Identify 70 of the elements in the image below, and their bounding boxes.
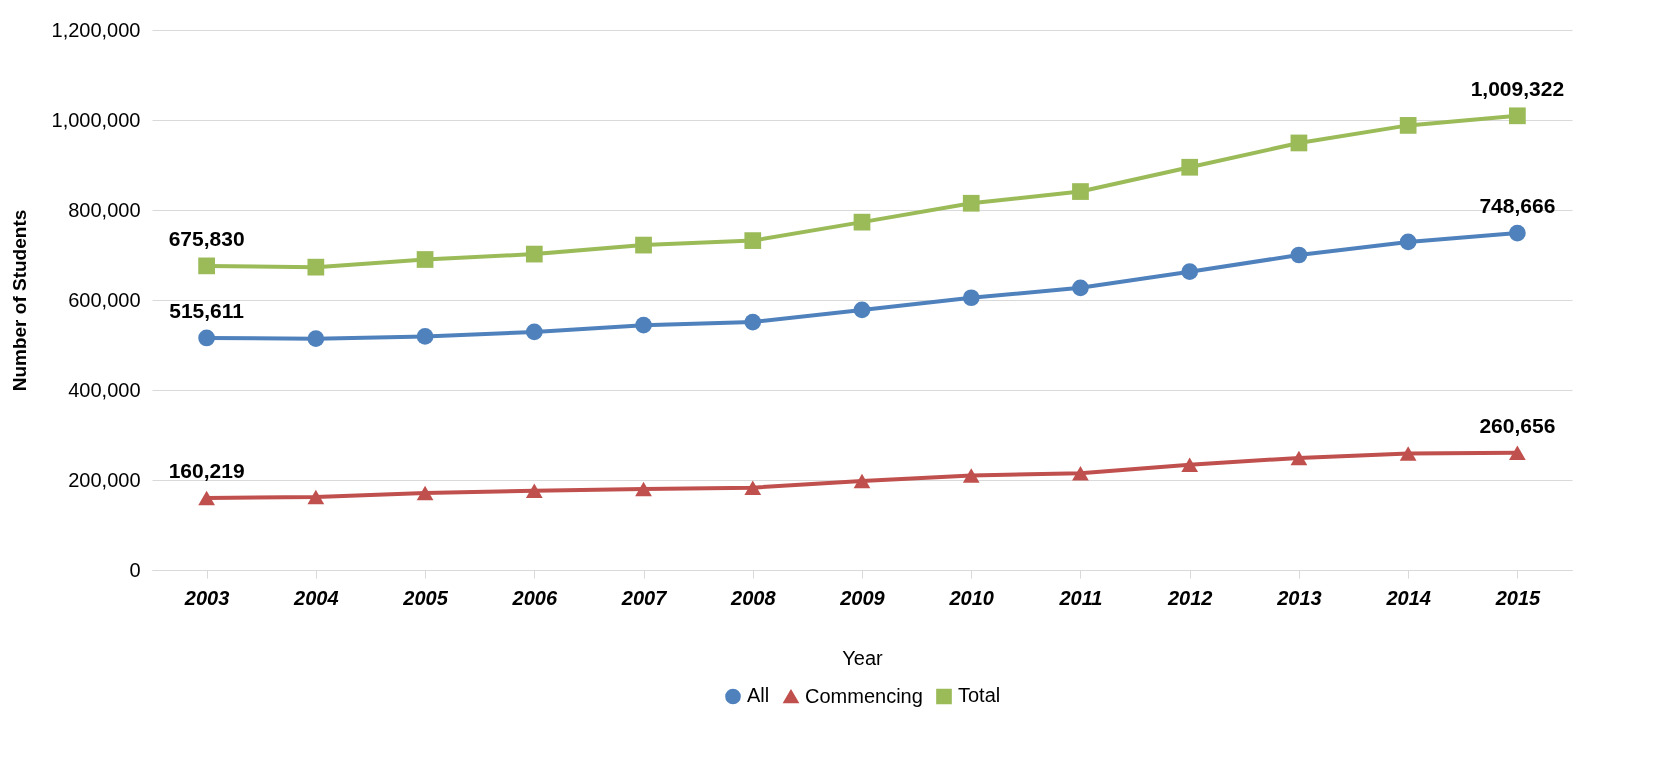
y-tick-label: 400,000: [68, 378, 141, 401]
point: [307, 258, 325, 276]
point: [1399, 117, 1417, 134]
x-tick-label: 2007: [620, 586, 668, 609]
y-tick-label: 600,000: [68, 288, 141, 311]
x-axis-title: Year: [842, 646, 884, 669]
point: [198, 490, 215, 506]
point: [198, 257, 215, 275]
legend-label: All: [747, 684, 770, 707]
data-label: 515,611: [169, 298, 245, 322]
y-tick-label: 1,200,000: [51, 18, 141, 41]
x-tick-label: 2006: [511, 586, 558, 609]
point: [962, 289, 980, 307]
x-tick-label: 2004: [293, 586, 339, 609]
point: [635, 236, 652, 254]
y-axis-title: Number of Students: [8, 209, 30, 392]
point: [416, 485, 434, 501]
x-tick-label: 2014: [1385, 586, 1431, 609]
x-tick-label: 2009: [839, 586, 886, 609]
point: [1509, 224, 1526, 242]
data-label: 160,219: [168, 458, 245, 482]
point: [1072, 183, 1089, 200]
data-label: 675,830: [168, 226, 245, 250]
x-tick-label: 2013: [1276, 586, 1322, 609]
x-tick-label: 2015: [1494, 586, 1541, 609]
y-tick-label: 0: [129, 558, 141, 581]
point: [1509, 445, 1526, 460]
point: [307, 330, 325, 348]
point: [1509, 107, 1526, 125]
point: [853, 301, 871, 319]
point: [1181, 457, 1199, 472]
point: [1181, 263, 1199, 280]
point: [525, 323, 543, 341]
point: [962, 194, 980, 212]
data-label: 748,666: [1479, 194, 1556, 218]
point: [1181, 158, 1199, 176]
point: [962, 468, 980, 483]
x-tick-label: 2008: [730, 586, 777, 609]
point: [1399, 446, 1417, 461]
data-label: 260,656: [1479, 413, 1556, 437]
point: [1399, 233, 1417, 251]
point: [635, 316, 652, 334]
point: [1290, 450, 1308, 466]
point: [744, 313, 762, 331]
point: [744, 480, 762, 495]
point: [525, 245, 543, 263]
x-tick-label: 2012: [1166, 586, 1213, 609]
point: [1072, 466, 1089, 481]
y-tick-label: 1,000,000: [51, 108, 141, 131]
point: [853, 213, 871, 231]
y-tick-label: 800,000: [68, 198, 141, 221]
y-tick-label: 200,000: [68, 468, 141, 491]
point: [853, 473, 871, 489]
legend-label: Commencing: [805, 684, 923, 707]
point: [416, 328, 434, 345]
point: [1290, 134, 1308, 152]
point: [1290, 246, 1308, 264]
point: [525, 483, 543, 499]
point: [416, 251, 434, 268]
point: [635, 481, 652, 497]
point: [744, 232, 762, 249]
point: [1072, 279, 1089, 297]
x-tick-label: 2005: [402, 586, 449, 609]
x-tick-label: 2010: [948, 586, 994, 609]
point: [307, 489, 325, 505]
point: [198, 329, 215, 347]
x-tick-label: 2011: [1058, 586, 1103, 609]
legend-label: Total: [958, 684, 1001, 707]
data-label: 1,009,322: [1470, 76, 1565, 100]
x-tick-label: 2003: [183, 586, 230, 609]
